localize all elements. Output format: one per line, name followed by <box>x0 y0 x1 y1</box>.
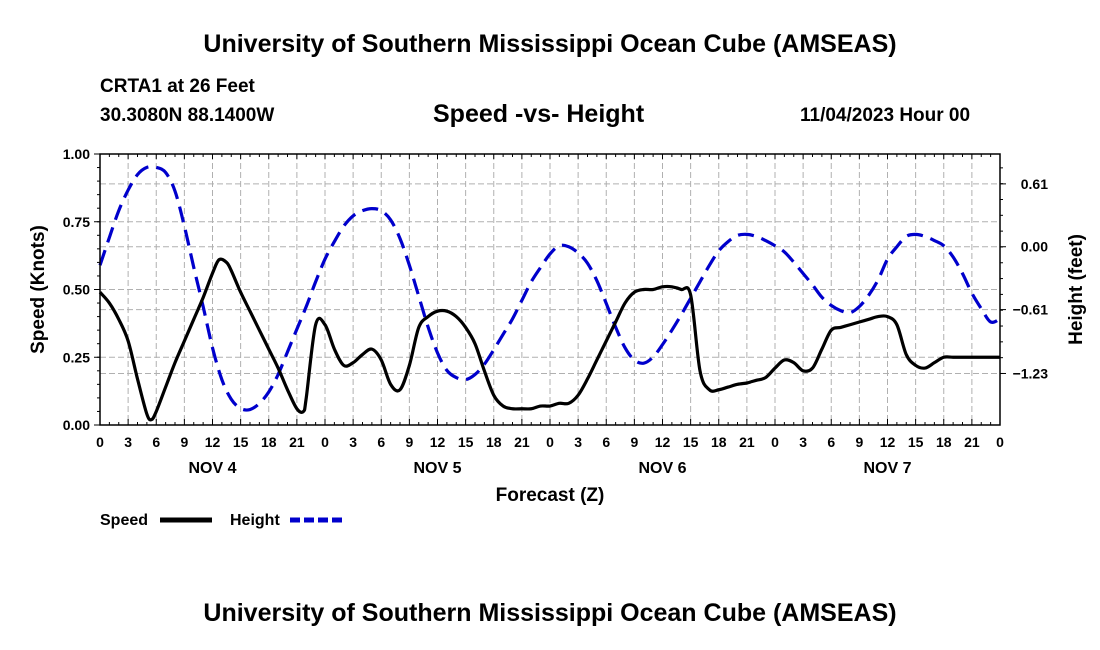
station-coordinates: 30.3080N 88.1400W <box>100 105 275 126</box>
x-tick-label: 15 <box>908 434 924 450</box>
chart-axes: 0 3 6 9 12 15 18 21 0 3 6 9 12 15 18 21 0 3 6 9 12 15 18 21 0 3 6 9… <box>28 146 1087 506</box>
legend-height-label: Height <box>230 512 280 529</box>
footer-title: University of Southern Mississippi Ocean… <box>203 599 897 627</box>
station-label: CRTA1 at 26 Feet <box>100 76 255 97</box>
x-axis-title: Forecast (Z) <box>496 485 605 506</box>
x-tick-label: 12 <box>655 434 671 450</box>
legend-speed-label: Speed <box>100 512 148 529</box>
x-tick-label: 21 <box>289 434 305 450</box>
x-tick-label: 18 <box>711 434 727 450</box>
y-tick-label: 1.00 <box>63 146 90 162</box>
day-label: NOV 5 <box>413 460 461 477</box>
day-label: NOV 6 <box>638 460 686 477</box>
x-tick-label: 15 <box>233 434 249 450</box>
y-tick-label: 0.25 <box>63 349 90 365</box>
x-tick-label: 21 <box>964 434 980 450</box>
x-tick-label: 12 <box>430 434 446 450</box>
x-tick-label: 0 <box>96 434 104 450</box>
y2-tick-label: 0.00 <box>1021 239 1048 255</box>
y-tick-label: 0.75 <box>63 214 90 230</box>
x-tick-label: 3 <box>799 434 807 450</box>
x-tick-label: 9 <box>630 434 638 450</box>
x-tick-label: 15 <box>683 434 699 450</box>
x-tick-label: 6 <box>827 434 835 450</box>
y-tick-label: 0.00 <box>63 417 90 433</box>
x-tick-label: 0 <box>546 434 554 450</box>
x-tick-label: 12 <box>880 434 896 450</box>
y2-tick-label: −1.23 <box>1013 365 1049 381</box>
forecast-datetime: 11/04/2023 Hour 00 <box>800 105 971 126</box>
y2-tick-label: 0.61 <box>1021 176 1048 192</box>
x-tick-label: 0 <box>771 434 779 450</box>
x-tick-label: 9 <box>180 434 188 450</box>
y2-axis-title: Height (feet) <box>1066 234 1087 345</box>
day-label: NOV 4 <box>188 460 236 477</box>
page-title: University of Southern Mississippi Ocean… <box>203 30 897 58</box>
x-tick-label: 18 <box>261 434 277 450</box>
y-axis-title: Speed (Knots) <box>28 225 49 354</box>
x-tick-label: 15 <box>458 434 474 450</box>
series-speed-line <box>98 257 1000 422</box>
x-tick-label: 3 <box>574 434 582 450</box>
chart-grid <box>100 154 1000 425</box>
x-tick-label: 3 <box>124 434 132 450</box>
y2-tick-label: −0.61 <box>1013 302 1049 318</box>
x-tick-label: 3 <box>349 434 357 450</box>
x-tick-label: 6 <box>152 434 160 450</box>
x-tick-label: 21 <box>514 434 530 450</box>
chart-series <box>98 165 1001 422</box>
x-tick-label: 12 <box>205 434 221 450</box>
x-tick-label: 21 <box>739 434 755 450</box>
chart-subtitle: Speed -vs- Height <box>433 100 645 128</box>
x-tick-label: 0 <box>321 434 329 450</box>
x-tick-label: 9 <box>855 434 863 450</box>
day-label: NOV 7 <box>863 460 911 477</box>
x-tick-label: 6 <box>602 434 610 450</box>
x-tick-label: 0 <box>996 434 1004 450</box>
x-tick-label: 9 <box>405 434 413 450</box>
x-tick-label: 18 <box>936 434 952 450</box>
x-tick-label: 18 <box>486 434 502 450</box>
series-height-line <box>98 165 1001 412</box>
y-tick-label: 0.50 <box>63 282 90 298</box>
chart-legend: Speed Height <box>100 512 342 529</box>
x-tick-label: 6 <box>377 434 385 450</box>
